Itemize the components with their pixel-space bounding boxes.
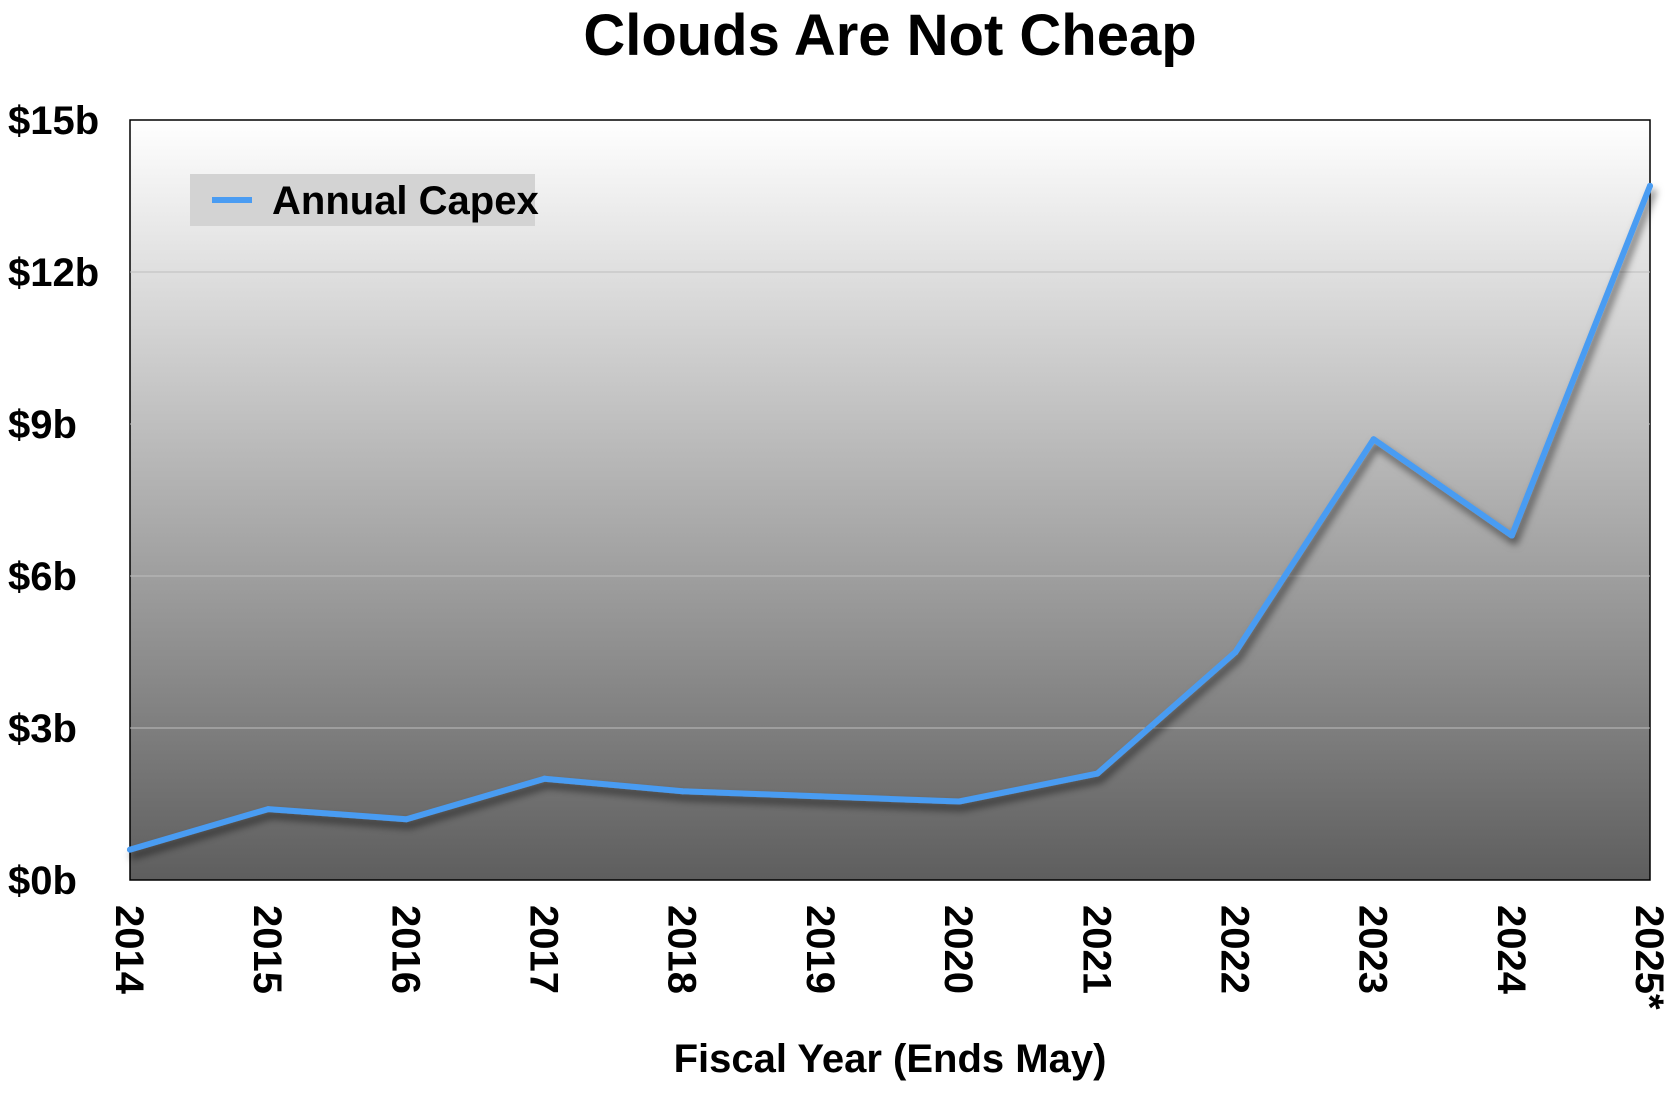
data-point [1508,532,1515,539]
data-point [1370,436,1377,443]
x-tick-label: 2024 [1489,905,1533,995]
y-tick-label: $6b [8,555,77,599]
x-tick-label: 2023 [1351,905,1395,994]
data-point [679,788,686,795]
data-point [265,806,272,813]
legend: Annual Capex [190,174,539,226]
x-tick-label: 2014 [107,905,151,995]
x-tick-label: 2015 [245,905,289,994]
x-tick-label: 2019 [798,905,842,994]
x-tick-label: 2017 [522,905,566,994]
data-point [127,846,133,853]
data-point [541,775,548,782]
data-point [1094,770,1101,777]
x-tick-label: 2021 [1074,905,1118,994]
series-line [127,182,1653,853]
grid-lines [130,271,1650,729]
x-axis-ticks: 2014 2015 2016 2017 2018 2019 2020 2021 2022 2023… [107,905,1671,1010]
y-axis-ticks: $0b $3b $6b $9b $12b $15b [8,99,99,903]
x-tick-label: 2016 [383,905,427,994]
y-tick-label: $9b [8,403,77,447]
y-tick-label: $12b [8,251,99,295]
y-tick-label: $15b [8,99,99,143]
plot-area [129,119,1651,881]
data-point [1232,649,1239,655]
data-point [403,816,410,823]
chart-title: Clouds Are Not Cheap [583,3,1196,68]
legend-label: Annual Capex [272,179,539,223]
data-point [817,793,824,800]
y-tick-label: $0b [8,859,77,903]
x-tick-label: 2025* [1627,905,1671,1010]
data-point [1647,182,1653,189]
x-tick-label: 2022 [1212,905,1256,994]
series-layer [127,182,1653,853]
x-tick-label: 2020 [936,905,980,994]
x-tick-label: 2018 [660,905,704,994]
x-axis-label: Fiscal Year (Ends May) [674,1037,1107,1081]
data-point [956,798,963,805]
y-tick-label: $3b [8,707,77,751]
